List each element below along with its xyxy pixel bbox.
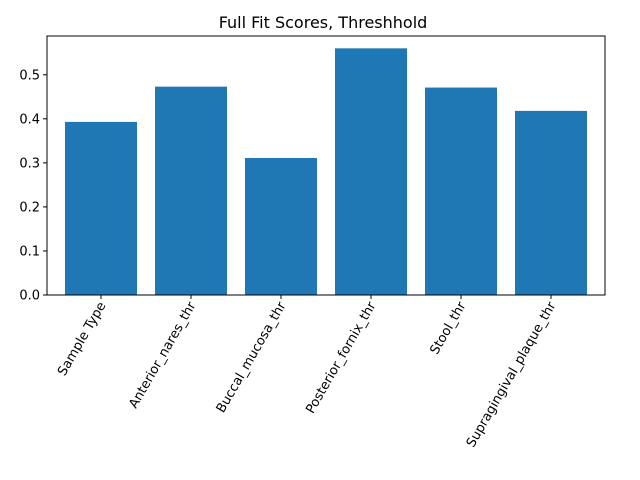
bar-5 xyxy=(515,110,587,295)
axes-frame xyxy=(46,35,606,296)
x-tick-label-0: Sample Type xyxy=(55,300,109,379)
bar-4 xyxy=(425,87,497,296)
y-axis: 0.0 0.1 0.2 0.3 0.4 0.5 xyxy=(19,68,47,304)
bars-layer xyxy=(65,48,587,296)
y-tick-label-2: 0.2 xyxy=(19,200,40,215)
x-axis: Sample Type Anterior_nares_thr Buccal_muco… xyxy=(55,295,560,450)
x-tick-label-4: Stool_thr xyxy=(427,299,469,357)
y-tick-label-0: 0.0 xyxy=(19,289,40,304)
bar-3 xyxy=(335,48,407,296)
y-tick-label-1: 0.1 xyxy=(19,244,40,259)
x-tick-label-2: Buccal_mucosa_thr xyxy=(214,299,290,416)
x-tick-label-5: Supragingival_plaque_thr xyxy=(464,299,560,450)
y-tick-label-5: 0.5 xyxy=(19,68,40,83)
chart-title: Full Fit Scores, Threshhold xyxy=(219,13,428,32)
bar-1 xyxy=(155,86,227,296)
x-tick-label-1: Anterior_nares_thr xyxy=(126,299,199,411)
bar-2 xyxy=(245,158,317,295)
bar-0 xyxy=(65,121,137,296)
x-tick-label-3: Posterior_fornix_thr xyxy=(303,299,379,416)
plot-frame xyxy=(46,35,606,296)
y-tick-label-4: 0.4 xyxy=(19,112,40,127)
y-tick-label-3: 0.3 xyxy=(19,156,40,171)
